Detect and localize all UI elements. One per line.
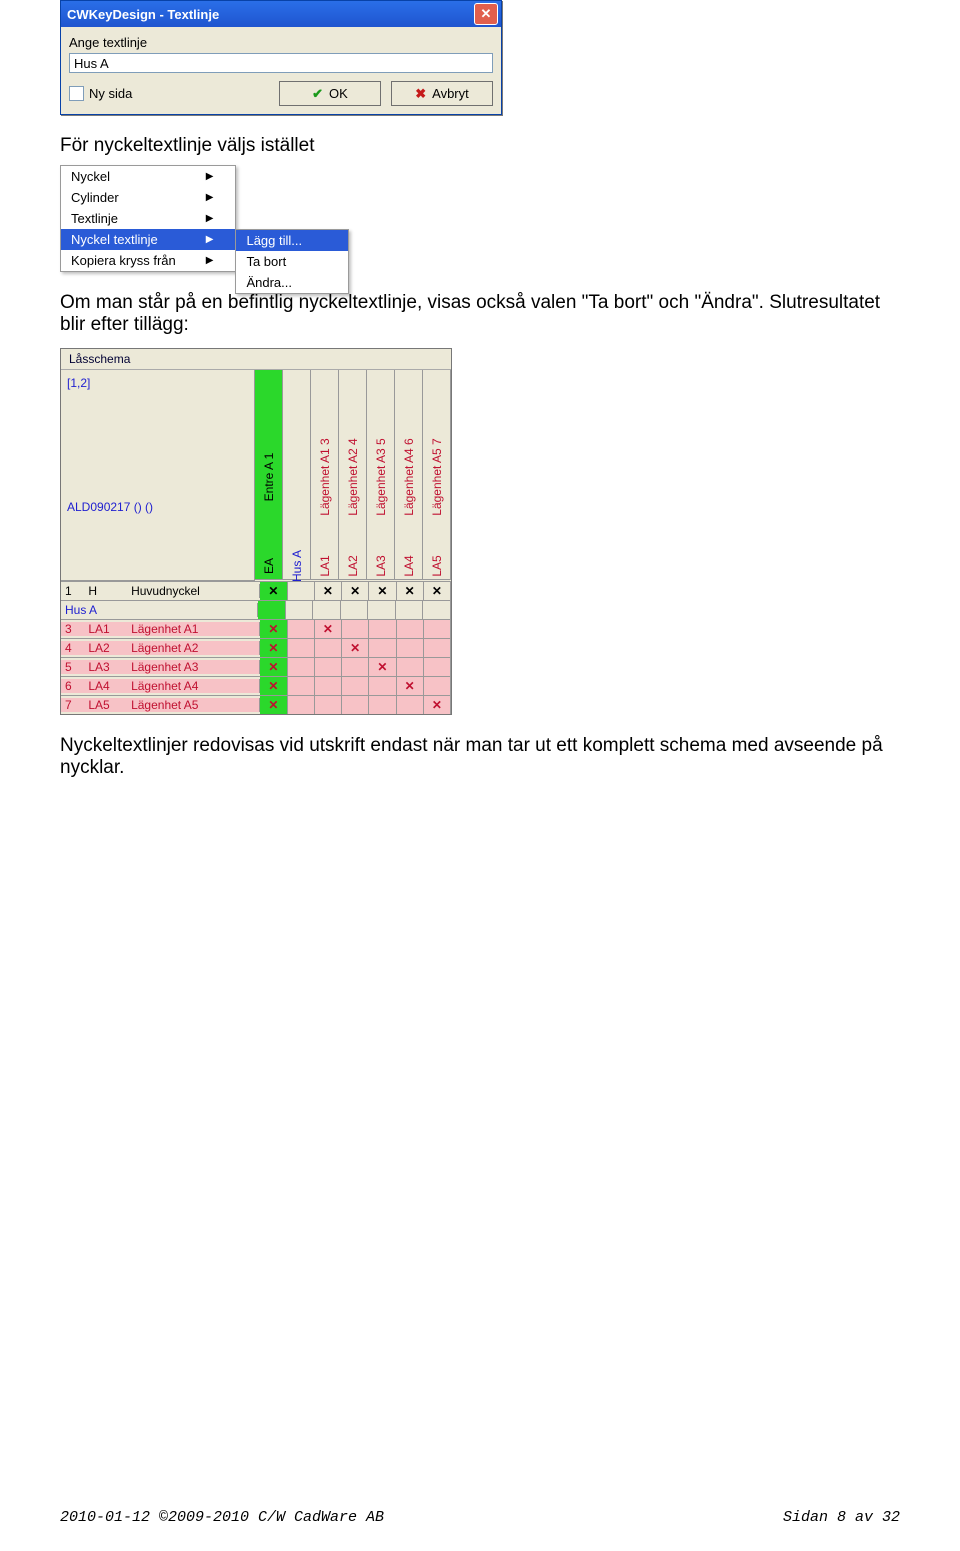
chevron-right-icon: ▶ xyxy=(206,171,214,182)
schema-ald: ALD090217 () () xyxy=(67,500,153,514)
checkbox-icon xyxy=(69,86,84,101)
menu-item-copy[interactable]: Kopiera kryss från▶ xyxy=(61,250,235,271)
schema-row: 4LA2Lägenhet A2✕✕ xyxy=(61,638,451,657)
chevron-right-icon: ▶ xyxy=(206,213,214,224)
footer-right: Sidan 8 av 32 xyxy=(783,1509,900,1526)
footer-left: 2010-01-12 ©2009-2010 C/W CadWare AB xyxy=(60,1509,384,1526)
schema-row: Hus A xyxy=(61,600,451,619)
schema-col-header: Hus A xyxy=(283,370,311,580)
submenu-add[interactable]: Lägg till... xyxy=(236,230,348,251)
schema-row: 6LA4Lägenhet A4✕✕ xyxy=(61,676,451,695)
page-footer: 2010-01-12 ©2009-2010 C/W CadWare AB Sid… xyxy=(60,1509,900,1526)
schema-row: 7LA5Lägenhet A5✕✕ xyxy=(61,695,451,714)
ok-button[interactable]: ✔ OK xyxy=(279,81,381,106)
close-icon[interactable]: ✕ xyxy=(474,3,498,25)
dialog-titlebar: CWKeyDesign - Textlinje ✕ xyxy=(61,1,501,27)
schema-row: 5LA3Lägenhet A3✕✕ xyxy=(61,657,451,676)
menu-item-nyckel-textlinje[interactable]: Nyckel textlinje▶ xyxy=(61,229,235,250)
textline-dialog: CWKeyDesign - Textlinje ✕ Ange textlinje… xyxy=(60,0,502,115)
schema-col-header: LA2Lägenhet A2 4 xyxy=(339,370,367,580)
schema-col-header: LA5Lägenhet A5 7 xyxy=(423,370,451,580)
schema-col-header: LA4Lägenhet A4 6 xyxy=(395,370,423,580)
ok-label: OK xyxy=(329,86,348,101)
new-page-checkbox[interactable]: Ny sida xyxy=(69,86,269,101)
chevron-right-icon: ▶ xyxy=(206,192,214,203)
schema-col-header: LA3Lägenhet A3 5 xyxy=(367,370,395,580)
cross-icon: ✖ xyxy=(415,86,426,102)
chevron-right-icon: ▶ xyxy=(206,255,214,266)
check-icon: ✔ xyxy=(312,86,323,102)
submenu-edit[interactable]: Ändra... xyxy=(236,272,348,293)
dialog-label: Ange textlinje xyxy=(69,35,493,50)
paragraph-3: Nyckeltextlinjer redovisas vid utskrift … xyxy=(60,735,900,779)
schema-tab[interactable]: Låsschema xyxy=(61,349,451,370)
cancel-button[interactable]: ✖ Avbryt xyxy=(391,81,493,106)
schema-row: 3LA1Lägenhet A1✕✕ xyxy=(61,619,451,638)
chevron-right-icon: ▶ xyxy=(206,234,214,245)
menu-item-nyckel[interactable]: Nyckel▶ xyxy=(61,166,235,187)
context-menu: Nyckel▶ Cylinder▶ Textlinje▶ Nyckel text… xyxy=(60,165,236,272)
schema-col-header: EAEntre A 1 xyxy=(255,370,283,580)
schema-corner: [1,2] ALD090217 () () xyxy=(61,370,255,581)
schema-col-header: LA1Lägenhet A1 3 xyxy=(311,370,339,580)
lock-schema: Låsschema [1,2] ALD090217 () () EAEntre … xyxy=(60,348,452,715)
schema-row: 1HHuvudnyckel✕✕✕✕✕✕ xyxy=(61,581,451,600)
paragraph-1: För nyckeltextlinje väljs istället xyxy=(60,135,900,157)
submenu: Lägg till... Ta bort Ändra... xyxy=(235,229,349,294)
checkbox-label: Ny sida xyxy=(89,86,132,101)
menu-item-cylinder[interactable]: Cylinder▶ xyxy=(61,187,235,208)
cancel-label: Avbryt xyxy=(432,86,469,101)
submenu-remove[interactable]: Ta bort xyxy=(236,251,348,272)
paragraph-2: Om man står på en befintlig nyckeltextli… xyxy=(60,292,900,336)
menu-item-textlinje[interactable]: Textlinje▶ xyxy=(61,208,235,229)
textline-input[interactable] xyxy=(69,53,493,73)
dialog-title: CWKeyDesign - Textlinje xyxy=(67,7,219,22)
schema-index: [1,2] xyxy=(67,376,90,390)
